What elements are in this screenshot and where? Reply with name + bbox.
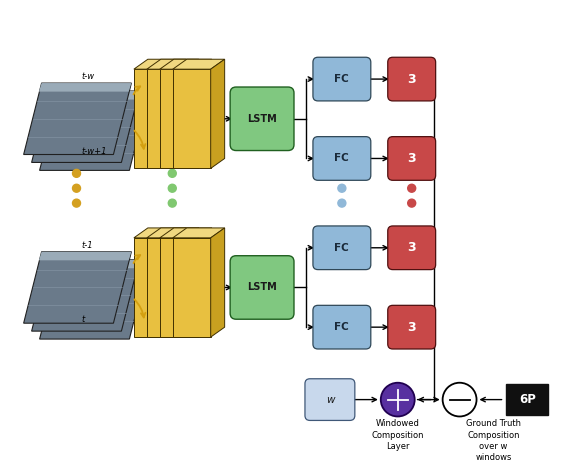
Text: t-w: t-w (81, 72, 94, 81)
Polygon shape (32, 260, 139, 331)
Polygon shape (147, 238, 185, 337)
Text: 3: 3 (407, 241, 416, 254)
Polygon shape (134, 69, 172, 168)
FancyBboxPatch shape (313, 226, 371, 270)
Polygon shape (55, 99, 147, 108)
Circle shape (408, 199, 416, 207)
Text: 6P: 6P (519, 393, 536, 406)
Text: FC: FC (335, 154, 349, 164)
Polygon shape (147, 69, 185, 168)
Circle shape (168, 199, 176, 207)
Polygon shape (173, 238, 211, 337)
Circle shape (338, 169, 346, 177)
Polygon shape (134, 238, 172, 337)
FancyBboxPatch shape (388, 57, 435, 101)
Circle shape (168, 169, 176, 177)
Polygon shape (172, 228, 185, 337)
Text: t-1: t-1 (81, 241, 93, 250)
Polygon shape (185, 228, 199, 337)
Polygon shape (172, 59, 185, 168)
Polygon shape (160, 228, 212, 238)
Polygon shape (47, 260, 139, 268)
Circle shape (338, 199, 346, 207)
Polygon shape (134, 228, 185, 238)
FancyBboxPatch shape (313, 305, 371, 349)
Circle shape (408, 184, 416, 192)
Circle shape (338, 184, 346, 192)
Circle shape (168, 184, 176, 192)
Text: t: t (81, 315, 85, 324)
Polygon shape (55, 268, 147, 276)
Text: FC: FC (335, 74, 349, 84)
Text: FC: FC (335, 322, 349, 332)
Polygon shape (160, 69, 198, 168)
Polygon shape (39, 252, 131, 260)
Polygon shape (173, 59, 225, 69)
FancyBboxPatch shape (313, 57, 371, 101)
Text: t-w+1: t-w+1 (81, 146, 107, 155)
Text: 3: 3 (407, 152, 416, 165)
FancyBboxPatch shape (230, 255, 294, 319)
Polygon shape (211, 59, 225, 168)
Polygon shape (160, 59, 212, 69)
Polygon shape (173, 69, 211, 168)
Polygon shape (39, 83, 131, 91)
FancyBboxPatch shape (388, 137, 435, 180)
Polygon shape (211, 228, 225, 337)
Polygon shape (185, 59, 199, 168)
Polygon shape (134, 59, 185, 69)
FancyBboxPatch shape (313, 137, 371, 180)
Polygon shape (198, 59, 212, 168)
Bar (506, 384, 548, 416)
Polygon shape (47, 91, 139, 100)
Text: Windowed
Composition
Layer: Windowed Composition Layer (372, 419, 424, 451)
Text: LSTM: LSTM (247, 114, 277, 124)
Polygon shape (40, 268, 147, 339)
Circle shape (442, 383, 476, 417)
Polygon shape (24, 252, 131, 323)
FancyBboxPatch shape (388, 226, 435, 270)
Text: w: w (325, 394, 334, 405)
FancyBboxPatch shape (305, 379, 355, 420)
Polygon shape (147, 228, 199, 238)
Polygon shape (160, 238, 198, 337)
Polygon shape (32, 91, 139, 163)
Circle shape (73, 184, 81, 192)
Text: 3: 3 (407, 321, 416, 334)
Polygon shape (173, 228, 225, 238)
Circle shape (408, 169, 416, 177)
Circle shape (381, 383, 415, 417)
Text: FC: FC (335, 243, 349, 253)
Text: LSTM: LSTM (247, 283, 277, 292)
FancyBboxPatch shape (230, 87, 294, 151)
Circle shape (73, 199, 81, 207)
Circle shape (73, 169, 81, 177)
Text: Ground Truth
Composition
over w
windows: Ground Truth Composition over w windows (466, 419, 521, 462)
Polygon shape (40, 99, 147, 170)
Polygon shape (198, 228, 212, 337)
Text: 3: 3 (407, 73, 416, 86)
Polygon shape (24, 83, 131, 155)
FancyBboxPatch shape (388, 305, 435, 349)
Polygon shape (147, 59, 199, 69)
